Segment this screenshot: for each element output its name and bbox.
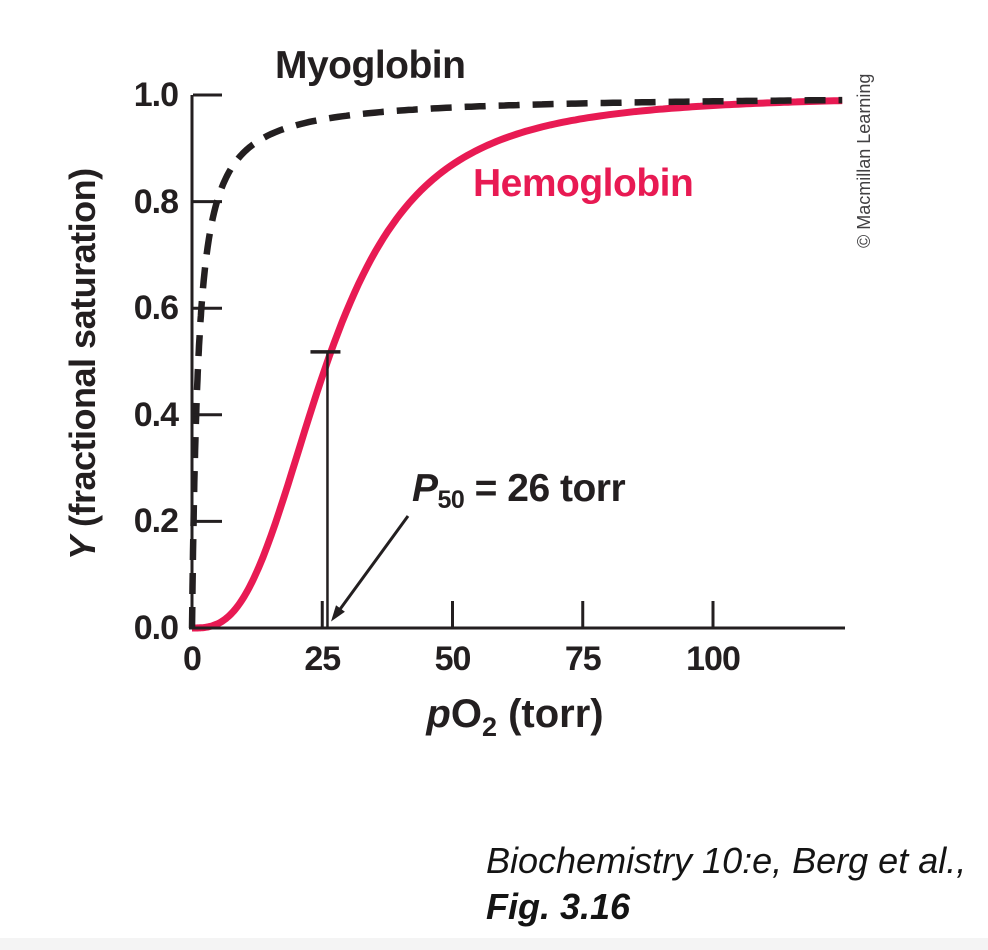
x-title-subscript: 2 bbox=[481, 712, 497, 742]
x-axis-title: pO2 (torr) bbox=[426, 692, 603, 743]
x-tick-label: 75 bbox=[564, 640, 602, 678]
p50-symbol: P bbox=[412, 467, 438, 510]
y-tick-label: 0.2 bbox=[133, 502, 179, 541]
annotation-arrowhead bbox=[331, 605, 345, 622]
p50-subscript: 50 bbox=[437, 486, 465, 514]
y-tick-label: 0.8 bbox=[133, 182, 179, 221]
y-title-text: (fractional saturation) bbox=[62, 168, 103, 537]
y-tick-label: 0.6 bbox=[133, 289, 179, 328]
y-tick-label: 0.0 bbox=[133, 609, 179, 647]
y-title-symbol: Y bbox=[62, 536, 103, 560]
oxygen-binding-chart bbox=[188, 93, 845, 632]
x-tick-label: 25 bbox=[304, 640, 341, 678]
p50-value: = 26 torr bbox=[464, 467, 626, 510]
x-tick-label: 50 bbox=[434, 640, 472, 678]
caption-source: Biochemistry 10:e, Berg et al., bbox=[486, 840, 967, 881]
y-axis-title: Y (fractional saturation) bbox=[62, 168, 104, 560]
x-title-unit: (torr) bbox=[496, 692, 604, 736]
x-title-o: O bbox=[450, 692, 482, 736]
p50-annotation: P50 = 26 torr bbox=[412, 467, 626, 515]
x-tick-label: 0 bbox=[183, 640, 202, 678]
myoglobin-curve bbox=[188, 96, 843, 629]
myoglobin-curve-label: Myoglobin bbox=[275, 44, 466, 87]
x-tick-label: 100 bbox=[686, 640, 741, 678]
hemoglobin-curve-label: Hemoglobin bbox=[473, 162, 694, 205]
x-title-p-symbol: p bbox=[426, 692, 451, 736]
y-tick-label: 0.4 bbox=[133, 395, 179, 434]
y-tick-label: 1.0 bbox=[133, 76, 179, 114]
bottom-strip bbox=[0, 938, 988, 950]
caption-figure-number: Fig. 3.16 bbox=[486, 886, 631, 927]
copyright-credit: © Macmillan Learning bbox=[854, 73, 874, 248]
annotation-arrow-line bbox=[336, 515, 410, 613]
